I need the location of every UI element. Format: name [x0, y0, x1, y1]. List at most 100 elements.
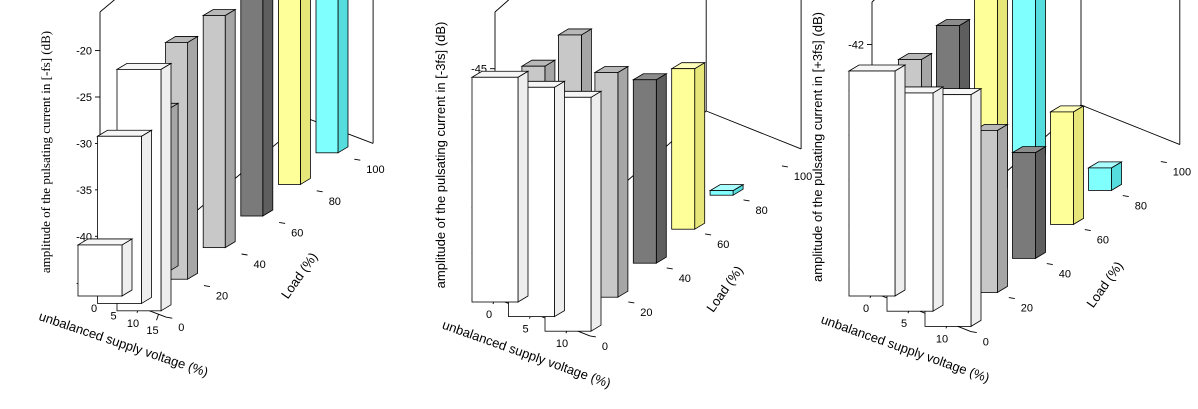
- bar-side: [262, 0, 274, 217]
- x-tick-label: 0: [91, 303, 97, 315]
- bar-side: [299, 0, 311, 186]
- z-tick-label: 100: [794, 171, 812, 183]
- bar-yellow: [670, 61, 707, 230]
- bars: [847, 0, 1123, 328]
- x-tick-mark: [156, 314, 159, 321]
- bar-front: [1012, 152, 1036, 259]
- z-tick-mark: [166, 316, 173, 319]
- bar-white: [847, 64, 907, 297]
- z-tick-label: 60: [291, 227, 303, 239]
- z-tick-mark: [743, 199, 750, 202]
- floor-back-edge: [1080, 104, 1180, 145]
- bar-top: [847, 64, 907, 72]
- bar-white: [470, 70, 530, 303]
- y-tick-label: -35: [76, 185, 92, 197]
- z-tick-label: 40: [1059, 269, 1071, 281]
- bar-side: [655, 73, 667, 264]
- x-tick-label: 5: [522, 324, 528, 336]
- chart-panel-1: -20-25-30-35-40-45051015020406080100ampl…: [37, 0, 385, 380]
- z-tick-label: 0: [983, 337, 989, 349]
- z-tick-mark: [1008, 297, 1015, 299]
- z-tick-label: 100: [1173, 167, 1191, 179]
- z-tick-label: 20: [1021, 303, 1033, 315]
- floor-back-edge: [706, 110, 802, 150]
- bar-front: [202, 15, 226, 249]
- bar-front: [277, 0, 301, 185]
- bars: [470, 28, 745, 332]
- bar-side: [224, 8, 236, 249]
- z-tick-mark: [1160, 161, 1167, 163]
- bar-gray: [973, 123, 1009, 294]
- bar-front: [848, 70, 896, 297]
- z-tick-mark: [1046, 263, 1053, 265]
- bar-front: [315, 0, 339, 154]
- bar-side: [997, 123, 1008, 294]
- bar-dark: [240, 0, 274, 217]
- bar-cyan: [708, 183, 745, 196]
- bar-front: [1088, 167, 1112, 191]
- x-tick-label: 10: [556, 338, 568, 350]
- y-tick-label: -30: [76, 138, 92, 150]
- z-tick-mark: [628, 301, 635, 304]
- x-tick-label: 10: [936, 333, 948, 345]
- bar-front: [77, 244, 123, 297]
- bar-yellow: [1049, 105, 1085, 226]
- z-tick-mark: [1084, 229, 1091, 231]
- y-axis-title: amplitude of the pulsating current in [+…: [810, 12, 825, 282]
- chart-panel-2: -45-46-47-48-49-500510020406080100amplit…: [433, 0, 812, 391]
- bar-dark: [631, 73, 668, 264]
- z-tick-label: 40: [679, 273, 691, 285]
- z-tick-label: 40: [254, 259, 266, 271]
- z-axis-title: Load (%): [278, 250, 321, 302]
- z-tick-mark: [705, 233, 712, 236]
- y-tick-label: -25: [76, 92, 92, 104]
- bar-front: [471, 76, 519, 303]
- bar-front: [671, 68, 696, 230]
- bar-side: [1073, 105, 1084, 226]
- z-tick-label: 80: [329, 196, 341, 208]
- bar-dark: [1011, 145, 1047, 260]
- bar-front: [709, 190, 734, 196]
- x-tick-label: 0: [863, 303, 869, 315]
- z-tick-label: 80: [756, 205, 768, 217]
- chart-panel-3: -42-44-46-48-50-520510020406080100amplit…: [810, 0, 1191, 385]
- x-tick-label: 5: [110, 310, 116, 322]
- bar-side: [554, 80, 565, 318]
- bar-side: [517, 70, 529, 303]
- z-tick-mark: [316, 190, 323, 193]
- z-tick-label: 0: [178, 322, 184, 334]
- bar-cyan: [1012, 0, 1046, 161]
- bar-side: [590, 90, 602, 332]
- z-tick-mark: [589, 335, 596, 338]
- bar-top: [470, 70, 530, 78]
- bar-side: [141, 129, 152, 305]
- bar-cyan: [315, 0, 349, 154]
- bar-front: [632, 79, 657, 264]
- bar-side: [617, 65, 629, 298]
- bar-gray: [201, 8, 237, 249]
- y-tick-label: -20: [76, 46, 92, 58]
- bar-white: [76, 238, 134, 297]
- z-tick-mark: [970, 331, 977, 333]
- y-axis-title: amplitude of the pulsating current in [-…: [433, 22, 448, 289]
- y-tick-label: -42: [848, 40, 864, 52]
- z-tick-mark: [203, 285, 210, 288]
- bar-side: [187, 35, 199, 280]
- z-tick-label: 100: [366, 164, 384, 176]
- top-left-edge: [494, 0, 510, 13]
- z-tick-mark: [666, 267, 673, 270]
- bar-side: [1035, 0, 1046, 161]
- z-tick-mark: [241, 253, 248, 256]
- bar-front: [1050, 111, 1074, 225]
- x-tick-label: 0: [486, 309, 492, 321]
- z-tick-label: 20: [640, 307, 652, 319]
- z-tick-mark: [781, 165, 788, 168]
- bar-side: [694, 61, 706, 230]
- z-tick-label: 80: [1135, 201, 1147, 213]
- bar-side: [121, 238, 133, 297]
- z-tick-label: 0: [602, 341, 608, 353]
- bars: [76, 0, 349, 312]
- z-tick-mark: [1122, 195, 1129, 197]
- bar-top: [115, 62, 173, 70]
